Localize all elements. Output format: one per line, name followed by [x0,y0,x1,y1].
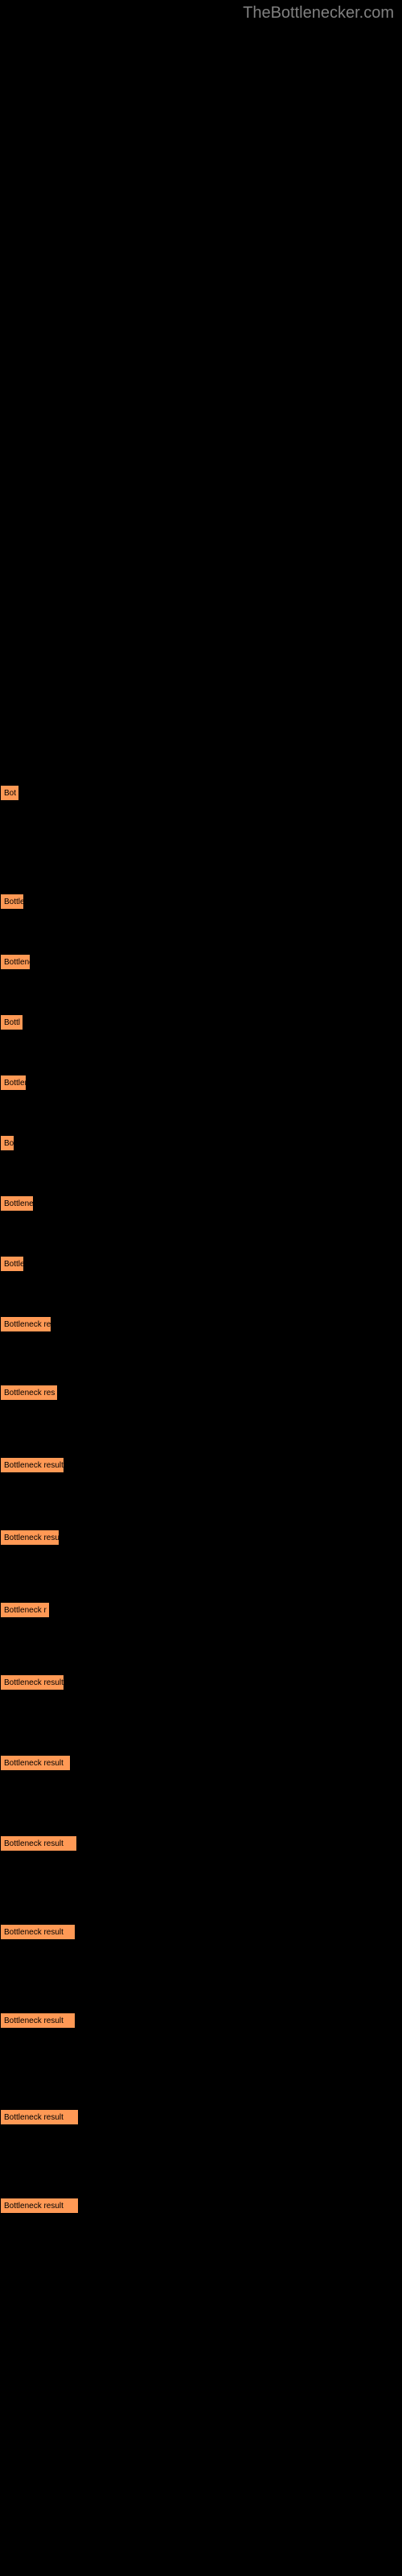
bar-8: Bottleneck re [0,1316,51,1332]
bar-17: Bottleneck result [0,2013,76,2029]
bar-16: Bottleneck result [0,1924,76,1940]
bar-group-18: Bottleneck result [0,2109,79,2125]
bar-15: Bottleneck result [0,1835,77,1852]
bar-group-0: Bot [0,785,19,801]
bar-10: Bottleneck result [0,1457,64,1473]
bar-5: Bo [0,1135,14,1151]
bar-group-16: Bottleneck result [0,1924,76,1940]
bar-group-9: Bottleneck res [0,1385,58,1401]
chart-container: Bot Bottle Bottlene Bottl Bottlen Bo Bottlenec… [0,0,402,2576]
bar-9: Bottleneck res [0,1385,58,1401]
bar-6: Bottlenec [0,1195,34,1212]
bar-group-1: Bottle [0,894,24,910]
bar-group-12: Bottleneck r [0,1602,50,1618]
bar-3: Bottl [0,1014,23,1030]
bar-group-10: Bottleneck result [0,1457,64,1473]
bar-19: Bottleneck result [0,2198,79,2214]
bar-4: Bottlen [0,1075,27,1091]
bar-group-4: Bottlen [0,1075,27,1091]
bar-group-8: Bottleneck re [0,1316,51,1332]
bar-7: Bottle [0,1256,24,1272]
bar-0: Bot [0,785,19,801]
bar-group-19: Bottleneck result [0,2198,79,2214]
bar-12: Bottleneck r [0,1602,50,1618]
bar-group-15: Bottleneck result [0,1835,77,1852]
bar-group-6: Bottlenec [0,1195,34,1212]
bar-1: Bottle [0,894,24,910]
bar-group-5: Bo [0,1135,14,1151]
bar-group-3: Bottl [0,1014,23,1030]
bar-group-2: Bottlene [0,954,31,970]
bar-11: Bottleneck resu [0,1530,59,1546]
bar-group-11: Bottleneck resu [0,1530,59,1546]
bar-18: Bottleneck result [0,2109,79,2125]
bar-group-17: Bottleneck result [0,2013,76,2029]
bar-group-14: Bottleneck result [0,1755,71,1771]
bar-14: Bottleneck result [0,1755,71,1771]
bar-2: Bottlene [0,954,31,970]
bar-group-13: Bottleneck result [0,1674,64,1690]
bar-group-7: Bottle [0,1256,24,1272]
bar-13: Bottleneck result [0,1674,64,1690]
